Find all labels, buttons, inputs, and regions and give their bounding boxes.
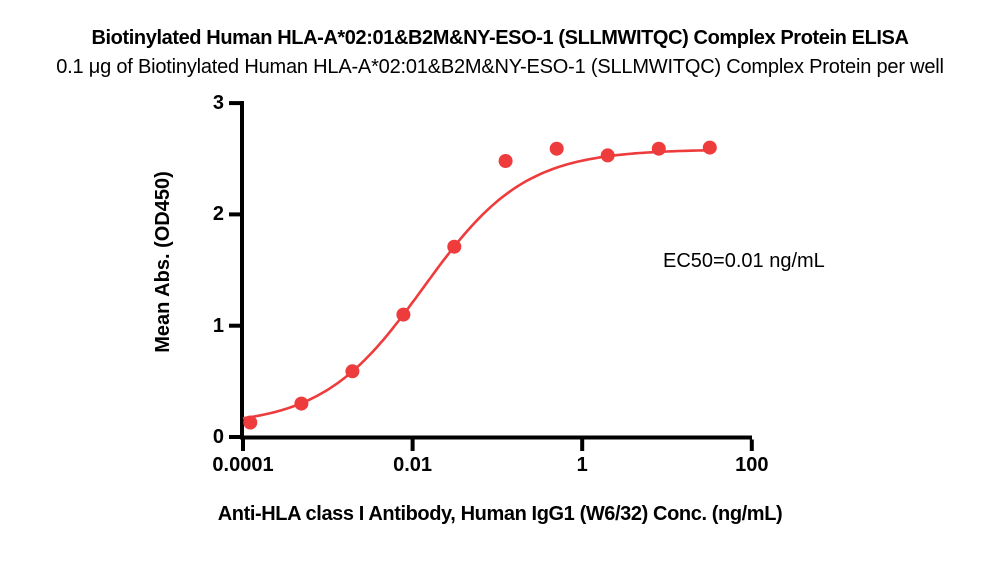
fit-curve [242, 148, 715, 420]
data-point [651, 141, 666, 156]
data-point [243, 415, 258, 430]
x-axis-label: Anti-HLA class I Antibody, Human IgG1 (W… [217, 503, 783, 525]
x-tick-label: 0.0001 [212, 454, 274, 476]
x-tick-label: 100 [735, 454, 769, 476]
ec50-annotation: EC50=0.01 ng/mL [663, 250, 825, 272]
data-point [447, 239, 462, 254]
data-point [549, 141, 564, 156]
figure-title: Biotinylated Human HLA-A*02:01&B2M&NY-ES… [91, 27, 909, 49]
y-tick-label: 3 [212, 92, 224, 115]
x-tick-label: 1 [576, 454, 588, 476]
y-axis-label: Mean Abs. (OD450) [151, 171, 174, 353]
y-tick-label: 0 [212, 426, 224, 448]
data-point [498, 154, 513, 168]
data-point [396, 307, 411, 322]
data-point [702, 140, 717, 155]
data-point [345, 364, 360, 379]
data-point [600, 148, 615, 163]
figure-subtitle: 0.1 μg of Biotinylated Human HLA-A*02:01… [56, 56, 944, 78]
x-tick-label: 0.01 [393, 454, 433, 476]
y-tick-label: 2 [212, 203, 224, 226]
y-tick-label: 1 [212, 314, 224, 337]
data-point [294, 396, 309, 411]
